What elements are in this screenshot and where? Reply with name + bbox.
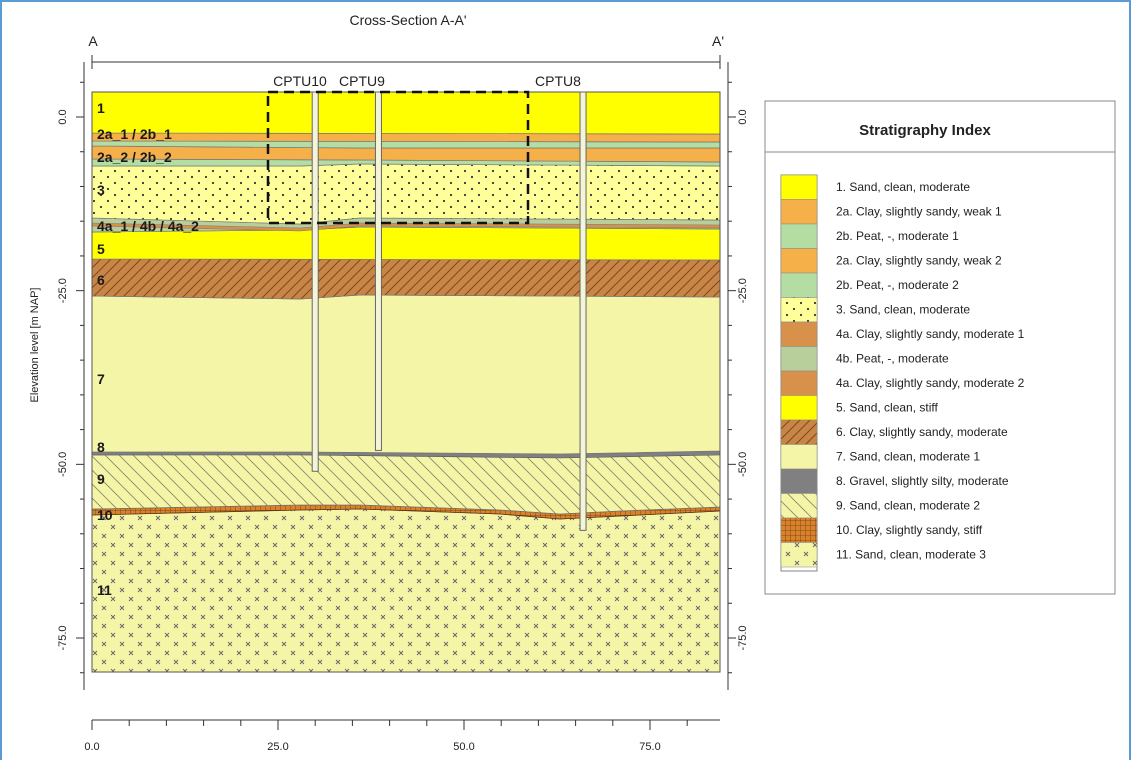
top-axis bbox=[91, 55, 721, 69]
legend-item-label: 3. Sand, clean, moderate bbox=[836, 303, 970, 317]
legend-item-label: 4a. Clay, slightly sandy, moderate 1 bbox=[836, 327, 1025, 341]
legend-item-label: 2a. Clay, slightly sandy, weak 2 bbox=[836, 254, 1002, 268]
stratigraphy-legend: Stratigraphy Index 1. Sand, clean, moder… bbox=[764, 100, 1116, 595]
legend-item-label: 10. Clay, slightly sandy, stiff bbox=[836, 523, 983, 537]
cpt-label: CPTU8 bbox=[535, 73, 581, 89]
legend-item-label: 4a. Clay, slightly sandy, moderate 2 bbox=[836, 376, 1025, 390]
cpt-boring[interactable] bbox=[579, 91, 587, 531]
cpt-label: CPTU10 bbox=[273, 73, 327, 89]
legend-item-label: 4b. Peat, -, moderate bbox=[836, 352, 949, 366]
layer-label-5: 5 bbox=[97, 241, 105, 257]
layer-2a-1 bbox=[91, 132, 721, 143]
bottom-axis: 0.0 25.0 50.0 75.0 bbox=[84, 719, 720, 753]
legend-swatch bbox=[780, 370, 818, 396]
cpt-label: CPTU9 bbox=[339, 73, 385, 89]
layer-9 bbox=[91, 452, 721, 515]
legend-swatch bbox=[780, 444, 818, 470]
figure-title: Cross-Section A-A' bbox=[349, 12, 466, 28]
layer-label-6: 6 bbox=[97, 272, 105, 288]
legend-box bbox=[764, 100, 1116, 595]
x-tick-label: 75.0 bbox=[639, 741, 660, 753]
y-tick-label: -50.0 bbox=[737, 452, 749, 477]
legend-item-label: 2b. Peat, -, moderate 2 bbox=[836, 278, 959, 292]
y-tick-label: -25.0 bbox=[737, 278, 749, 303]
legend-swatch bbox=[780, 248, 818, 274]
layer-6 bbox=[91, 258, 721, 300]
layer-labels: 1 2a_1 / 2b_1 2a_2 / 2b_2 3 4a_1 / 4b / … bbox=[97, 100, 199, 598]
layer-label-3: 3 bbox=[97, 182, 105, 198]
legend-swatch bbox=[780, 542, 818, 568]
legend-item-label: 11. Sand, clean, moderate 3 bbox=[836, 548, 986, 562]
legend-swatch bbox=[780, 297, 818, 323]
layer-7 bbox=[91, 294, 721, 455]
legend-swatch bbox=[780, 395, 818, 421]
legend-swatch bbox=[780, 493, 818, 519]
right-axis: 0.0 -25.0 -50.0 -75.0 bbox=[727, 62, 749, 690]
legend-item-label: 2a. Clay, slightly sandy, weak 1 bbox=[836, 205, 1002, 219]
legend-swatch bbox=[780, 272, 818, 298]
legend-swatch bbox=[780, 419, 818, 445]
legend-item-label: 9. Sand, clean, moderate 2 bbox=[836, 499, 980, 513]
legend-item-label: 7. Sand, clean, moderate 1 bbox=[836, 450, 980, 464]
layer-label-2a1-2b1: 2a_1 / 2b_1 bbox=[97, 126, 172, 142]
layer-label-11: 11 bbox=[97, 582, 112, 598]
layer-1 bbox=[91, 91, 721, 135]
layer-3 bbox=[91, 163, 721, 225]
legend-items: 1. Sand, clean, moderate 2a. Clay, slight… bbox=[780, 174, 1025, 568]
cpt-boring[interactable] bbox=[311, 91, 319, 472]
layer-label-9: 9 bbox=[97, 471, 105, 487]
legend-swatch bbox=[780, 321, 818, 347]
layer-label-7: 7 bbox=[97, 371, 105, 387]
legend-swatch bbox=[780, 468, 818, 494]
layer-label-2a2-2b2: 2a_2 / 2b_2 bbox=[97, 149, 172, 165]
selection-box[interactable] bbox=[266, 90, 530, 225]
y-tick-label: -75.0 bbox=[57, 625, 69, 650]
layer-label-10: 10 bbox=[97, 507, 113, 523]
legend-swatch bbox=[780, 199, 818, 225]
legend-swatch bbox=[780, 174, 818, 200]
y-tick-label: 0.0 bbox=[57, 109, 69, 124]
legend-item-label: 5. Sand, clean, stiff bbox=[836, 401, 939, 415]
y-tick-label: -50.0 bbox=[57, 452, 69, 477]
layer-2a-2 bbox=[91, 145, 721, 163]
layer-label-1: 1 bbox=[97, 100, 105, 116]
legend-item-label: 8. Gravel, slightly silty, moderate bbox=[836, 474, 1009, 488]
x-tick-label: 25.0 bbox=[267, 741, 288, 753]
legend-item-label: 1. Sand, clean, moderate bbox=[836, 180, 970, 194]
cpt-boring[interactable] bbox=[374, 91, 382, 451]
stratigraphy-layers bbox=[91, 91, 721, 673]
layer-11 bbox=[91, 508, 721, 673]
section-end-label: A' bbox=[712, 33, 724, 49]
layer-label-4: 4a_1 / 4b / 4a_2 bbox=[97, 218, 199, 234]
section-start-label: A bbox=[88, 33, 98, 49]
legend-item-label: 6. Clay, slightly sandy, moderate bbox=[836, 425, 1008, 439]
legend-item-label: 2b. Peat, -, moderate 1 bbox=[836, 229, 959, 243]
y-tick-label: -75.0 bbox=[737, 625, 749, 650]
left-axis: 0.0 -25.0 -50.0 -75.0 bbox=[57, 62, 85, 690]
cpt-borings: CPTU10 CPTU9 CPTU8 bbox=[273, 73, 587, 531]
x-tick-label: 0.0 bbox=[84, 741, 99, 753]
legend-title: Stratigraphy Index bbox=[859, 122, 991, 139]
legend-swatch bbox=[780, 223, 818, 249]
y-tick-label: -25.0 bbox=[57, 278, 69, 303]
y-axis-label: Elevation level [m NAP] bbox=[29, 288, 41, 403]
y-tick-label: 0.0 bbox=[737, 109, 749, 124]
x-tick-label: 50.0 bbox=[453, 741, 474, 753]
layer-label-8: 8 bbox=[97, 439, 105, 455]
legend-swatch bbox=[780, 346, 818, 372]
legend-swatch bbox=[780, 517, 818, 543]
